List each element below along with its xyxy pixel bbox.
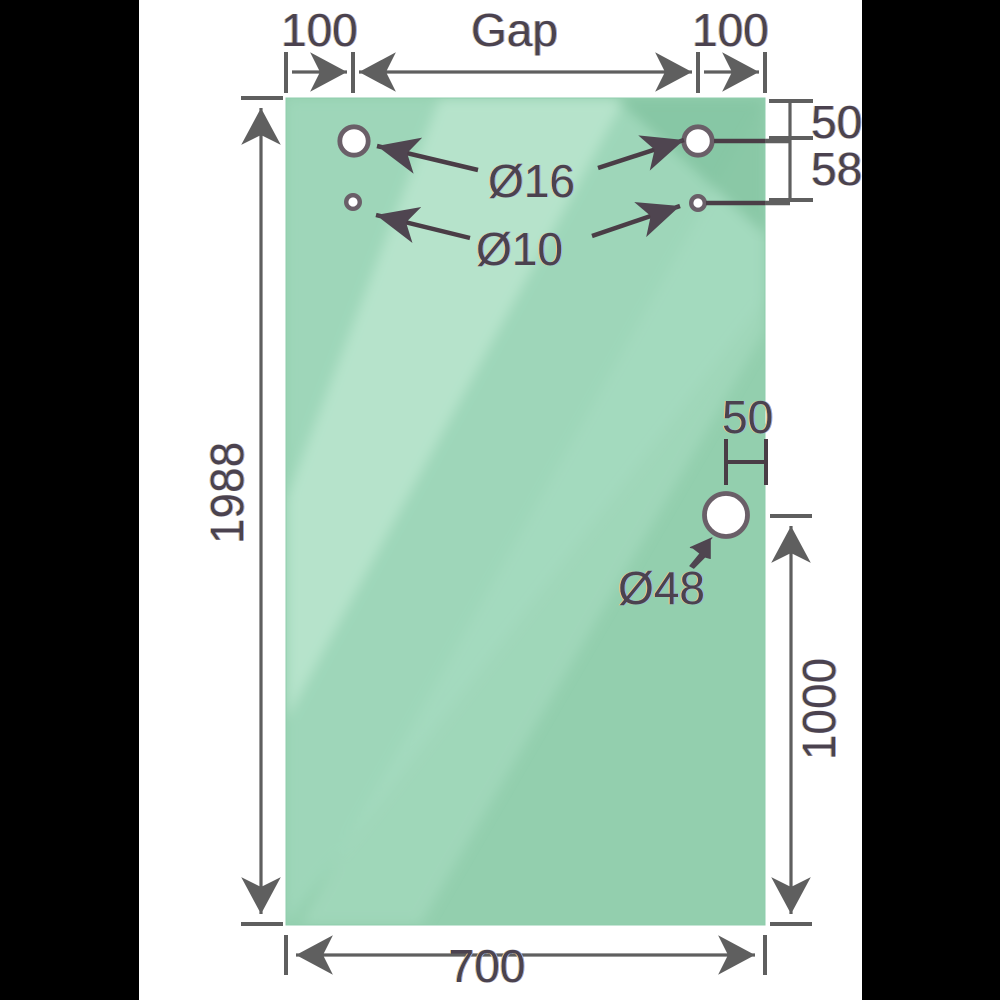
svg-text:Ø10: Ø10 [476, 223, 563, 275]
svg-text:Ø48: Ø48 [618, 562, 705, 614]
svg-text:100: 100 [692, 4, 769, 56]
svg-text:1988: 1988 [201, 442, 253, 544]
svg-text:1000: 1000 [793, 658, 845, 760]
svg-text:Gap: Gap [471, 4, 558, 56]
svg-text:100: 100 [281, 4, 358, 56]
svg-text:50: 50 [722, 391, 773, 443]
svg-text:58: 58 [811, 143, 862, 195]
svg-text:700: 700 [449, 940, 526, 992]
svg-text:50: 50 [811, 96, 862, 148]
svg-text:Ø16: Ø16 [488, 155, 575, 207]
